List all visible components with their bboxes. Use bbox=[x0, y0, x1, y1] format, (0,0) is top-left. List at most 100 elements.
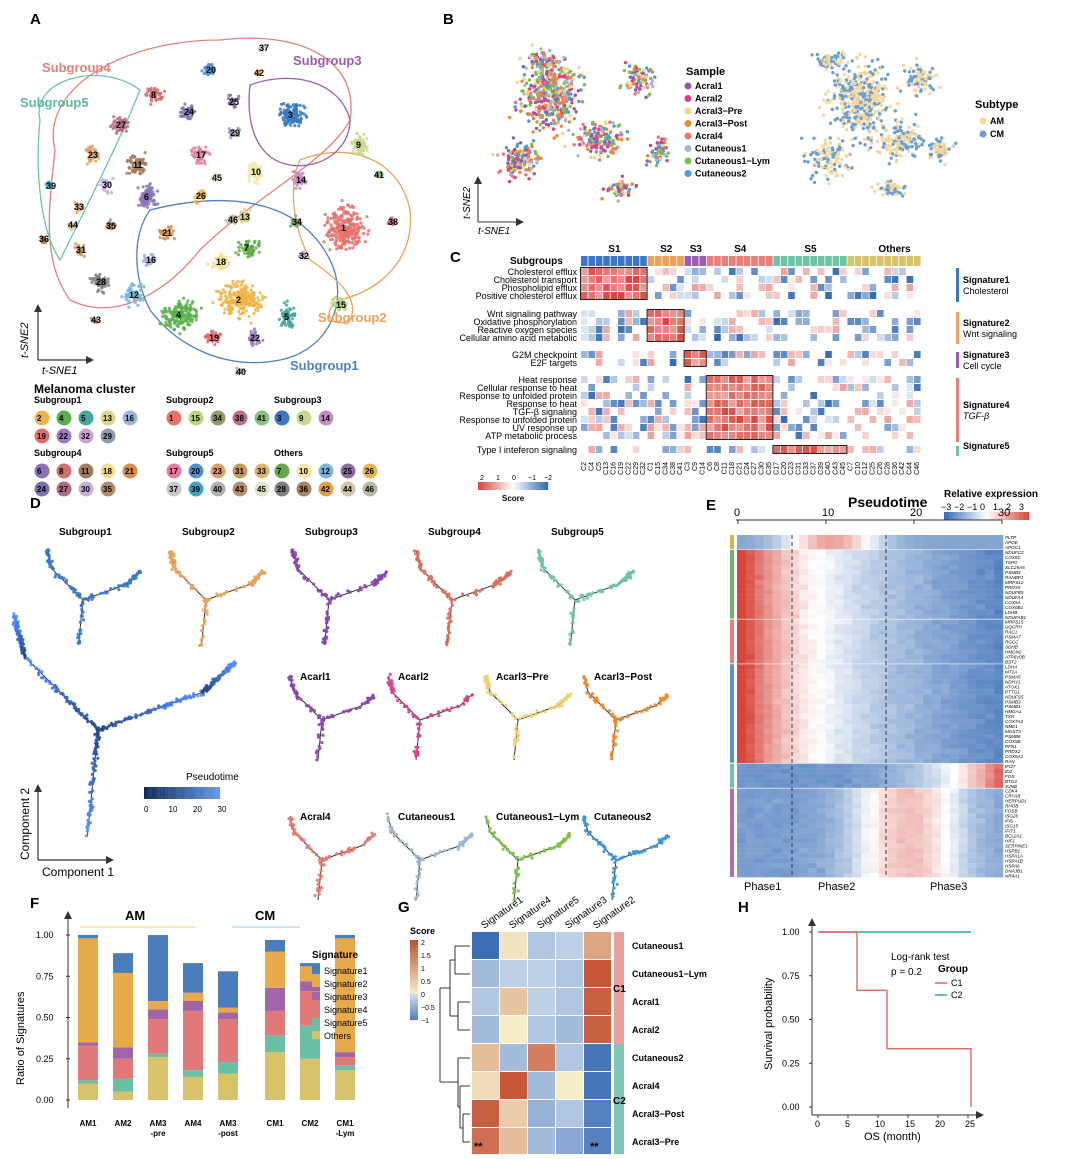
subtype-cell-dot bbox=[902, 132, 905, 135]
pathway-score-cell bbox=[870, 384, 877, 391]
sample-cell-dot bbox=[530, 167, 533, 170]
cluster-32-label: 32 bbox=[299, 251, 309, 261]
pathway-score-cell bbox=[899, 376, 906, 383]
cluster-5-cell bbox=[281, 322, 284, 325]
pathway-score-cell bbox=[648, 292, 655, 299]
subtype-cell-dot bbox=[928, 71, 931, 74]
melanoma-cluster-title: Melanoma cluster bbox=[34, 382, 136, 396]
legend-cluster-8-label: 8 bbox=[59, 467, 64, 476]
sample-legend: Acral1Acral2Acral3−PreAcral3−PostAcral4C… bbox=[685, 81, 770, 179]
pathway-score-cell bbox=[603, 326, 610, 333]
pathway-score-cell bbox=[847, 384, 854, 391]
sample-cell-dot bbox=[557, 91, 560, 94]
pathway-score-cell bbox=[625, 334, 632, 341]
sample-cell-dot bbox=[563, 71, 566, 74]
subtype-cell-dot bbox=[895, 148, 898, 151]
subtype-cell-dot bbox=[868, 102, 871, 105]
pathway-score-cell bbox=[588, 310, 595, 317]
pathway-score-cell bbox=[796, 268, 803, 275]
sample-legend-label: Acral2 bbox=[695, 94, 723, 104]
cluster-2-cell bbox=[237, 310, 240, 313]
sample-cell-dot bbox=[623, 69, 626, 72]
pathway-score-cell bbox=[699, 292, 706, 299]
subtype-cell-dot bbox=[858, 53, 861, 56]
subgroup-header-cell bbox=[847, 256, 854, 266]
cluster-1-cell bbox=[366, 233, 369, 236]
pathway-score-cell bbox=[914, 392, 921, 399]
pathway-score-cell bbox=[670, 318, 677, 325]
subgroup-header-cell bbox=[722, 256, 729, 266]
sample-cell-dot bbox=[594, 145, 597, 148]
pathway-score-cell bbox=[618, 400, 625, 407]
pathway-score-cell bbox=[833, 268, 840, 275]
subtype-cell-dot bbox=[862, 114, 865, 117]
pathway-score-cell bbox=[648, 310, 655, 317]
pathway-score-cell bbox=[825, 376, 832, 383]
pathway-score-cell bbox=[633, 351, 640, 358]
pathway-score-cell bbox=[736, 392, 743, 399]
pathway-score-cell bbox=[603, 284, 610, 291]
pathway-score-cell bbox=[810, 268, 817, 275]
sample-cell-dot bbox=[524, 153, 527, 156]
sample-cell-dot bbox=[513, 105, 516, 108]
pathway-score-cell bbox=[892, 292, 899, 299]
pathway-score-cell bbox=[825, 292, 832, 299]
cluster-30-cell bbox=[110, 191, 113, 194]
sample-cell-dot bbox=[606, 155, 609, 158]
pathway-score-cell bbox=[618, 276, 625, 283]
cluster-21-cell bbox=[173, 237, 176, 240]
sample-swatch bbox=[685, 120, 692, 127]
pathway-score-cell bbox=[751, 392, 758, 399]
subgroup-header-cell bbox=[581, 256, 588, 266]
pathway-score-cell bbox=[611, 359, 618, 366]
subtype-cell-dot bbox=[851, 59, 854, 62]
pathway-score-cell bbox=[685, 284, 692, 291]
pathway-score-cell bbox=[892, 351, 899, 358]
pathway-score-cell bbox=[670, 310, 677, 317]
subgroup-header-label: Others bbox=[878, 244, 911, 255]
cluster-24-label: 24 bbox=[184, 107, 194, 117]
pathway-score-cell bbox=[907, 376, 914, 383]
pathway-score-cell bbox=[699, 268, 706, 275]
pathway-score-cell bbox=[907, 268, 914, 275]
sample-cell-dot bbox=[657, 149, 660, 152]
cluster-31-label: 31 bbox=[76, 245, 86, 255]
pathway-score-cell bbox=[870, 351, 877, 358]
pathway-score-cell bbox=[581, 276, 588, 283]
subtype-cell-dot bbox=[842, 118, 845, 121]
cluster-10-cell bbox=[248, 179, 251, 182]
pathway-score-cell bbox=[633, 376, 640, 383]
pathway-score-cell bbox=[788, 359, 795, 366]
sample-cell-dot bbox=[532, 53, 535, 56]
cluster-17-cell bbox=[192, 147, 195, 150]
subtype-cell-dot bbox=[927, 77, 930, 80]
sample-cell-dot bbox=[593, 156, 596, 159]
cluster-2-cell bbox=[261, 295, 264, 298]
pathway-score-cell bbox=[840, 292, 847, 299]
cluster-21-label: 21 bbox=[162, 228, 172, 238]
sample-cell-dot bbox=[514, 101, 517, 104]
pathway-score-cell bbox=[781, 384, 788, 391]
pathway-score-cell bbox=[759, 310, 766, 317]
cluster-7-cell bbox=[248, 254, 251, 257]
subgroup-header-cell bbox=[729, 256, 736, 266]
pathway-score-cell bbox=[833, 284, 840, 291]
cluster-7-cell bbox=[238, 249, 241, 252]
pathway-score-cell bbox=[803, 268, 810, 275]
pathway-score-cell bbox=[699, 392, 706, 399]
sample-cell-dot bbox=[568, 97, 571, 100]
cluster-29-label: 29 bbox=[230, 128, 240, 138]
sample-cell-dot bbox=[618, 86, 621, 89]
pathway-score-cell bbox=[818, 326, 825, 333]
pathway-score-cell bbox=[603, 408, 610, 415]
legend-cluster-19-label: 19 bbox=[37, 432, 46, 441]
cluster-2-cell bbox=[228, 293, 231, 296]
sample-cell-dot bbox=[595, 150, 598, 153]
sample-cell-dot bbox=[538, 105, 541, 108]
pathway-score-cell bbox=[611, 276, 618, 283]
pathway-score-cell bbox=[596, 276, 603, 283]
pathway-score-cell bbox=[648, 276, 655, 283]
cluster-1-cell bbox=[337, 216, 340, 219]
cluster-28-cell bbox=[101, 290, 104, 293]
pathway-score-cell bbox=[736, 284, 743, 291]
